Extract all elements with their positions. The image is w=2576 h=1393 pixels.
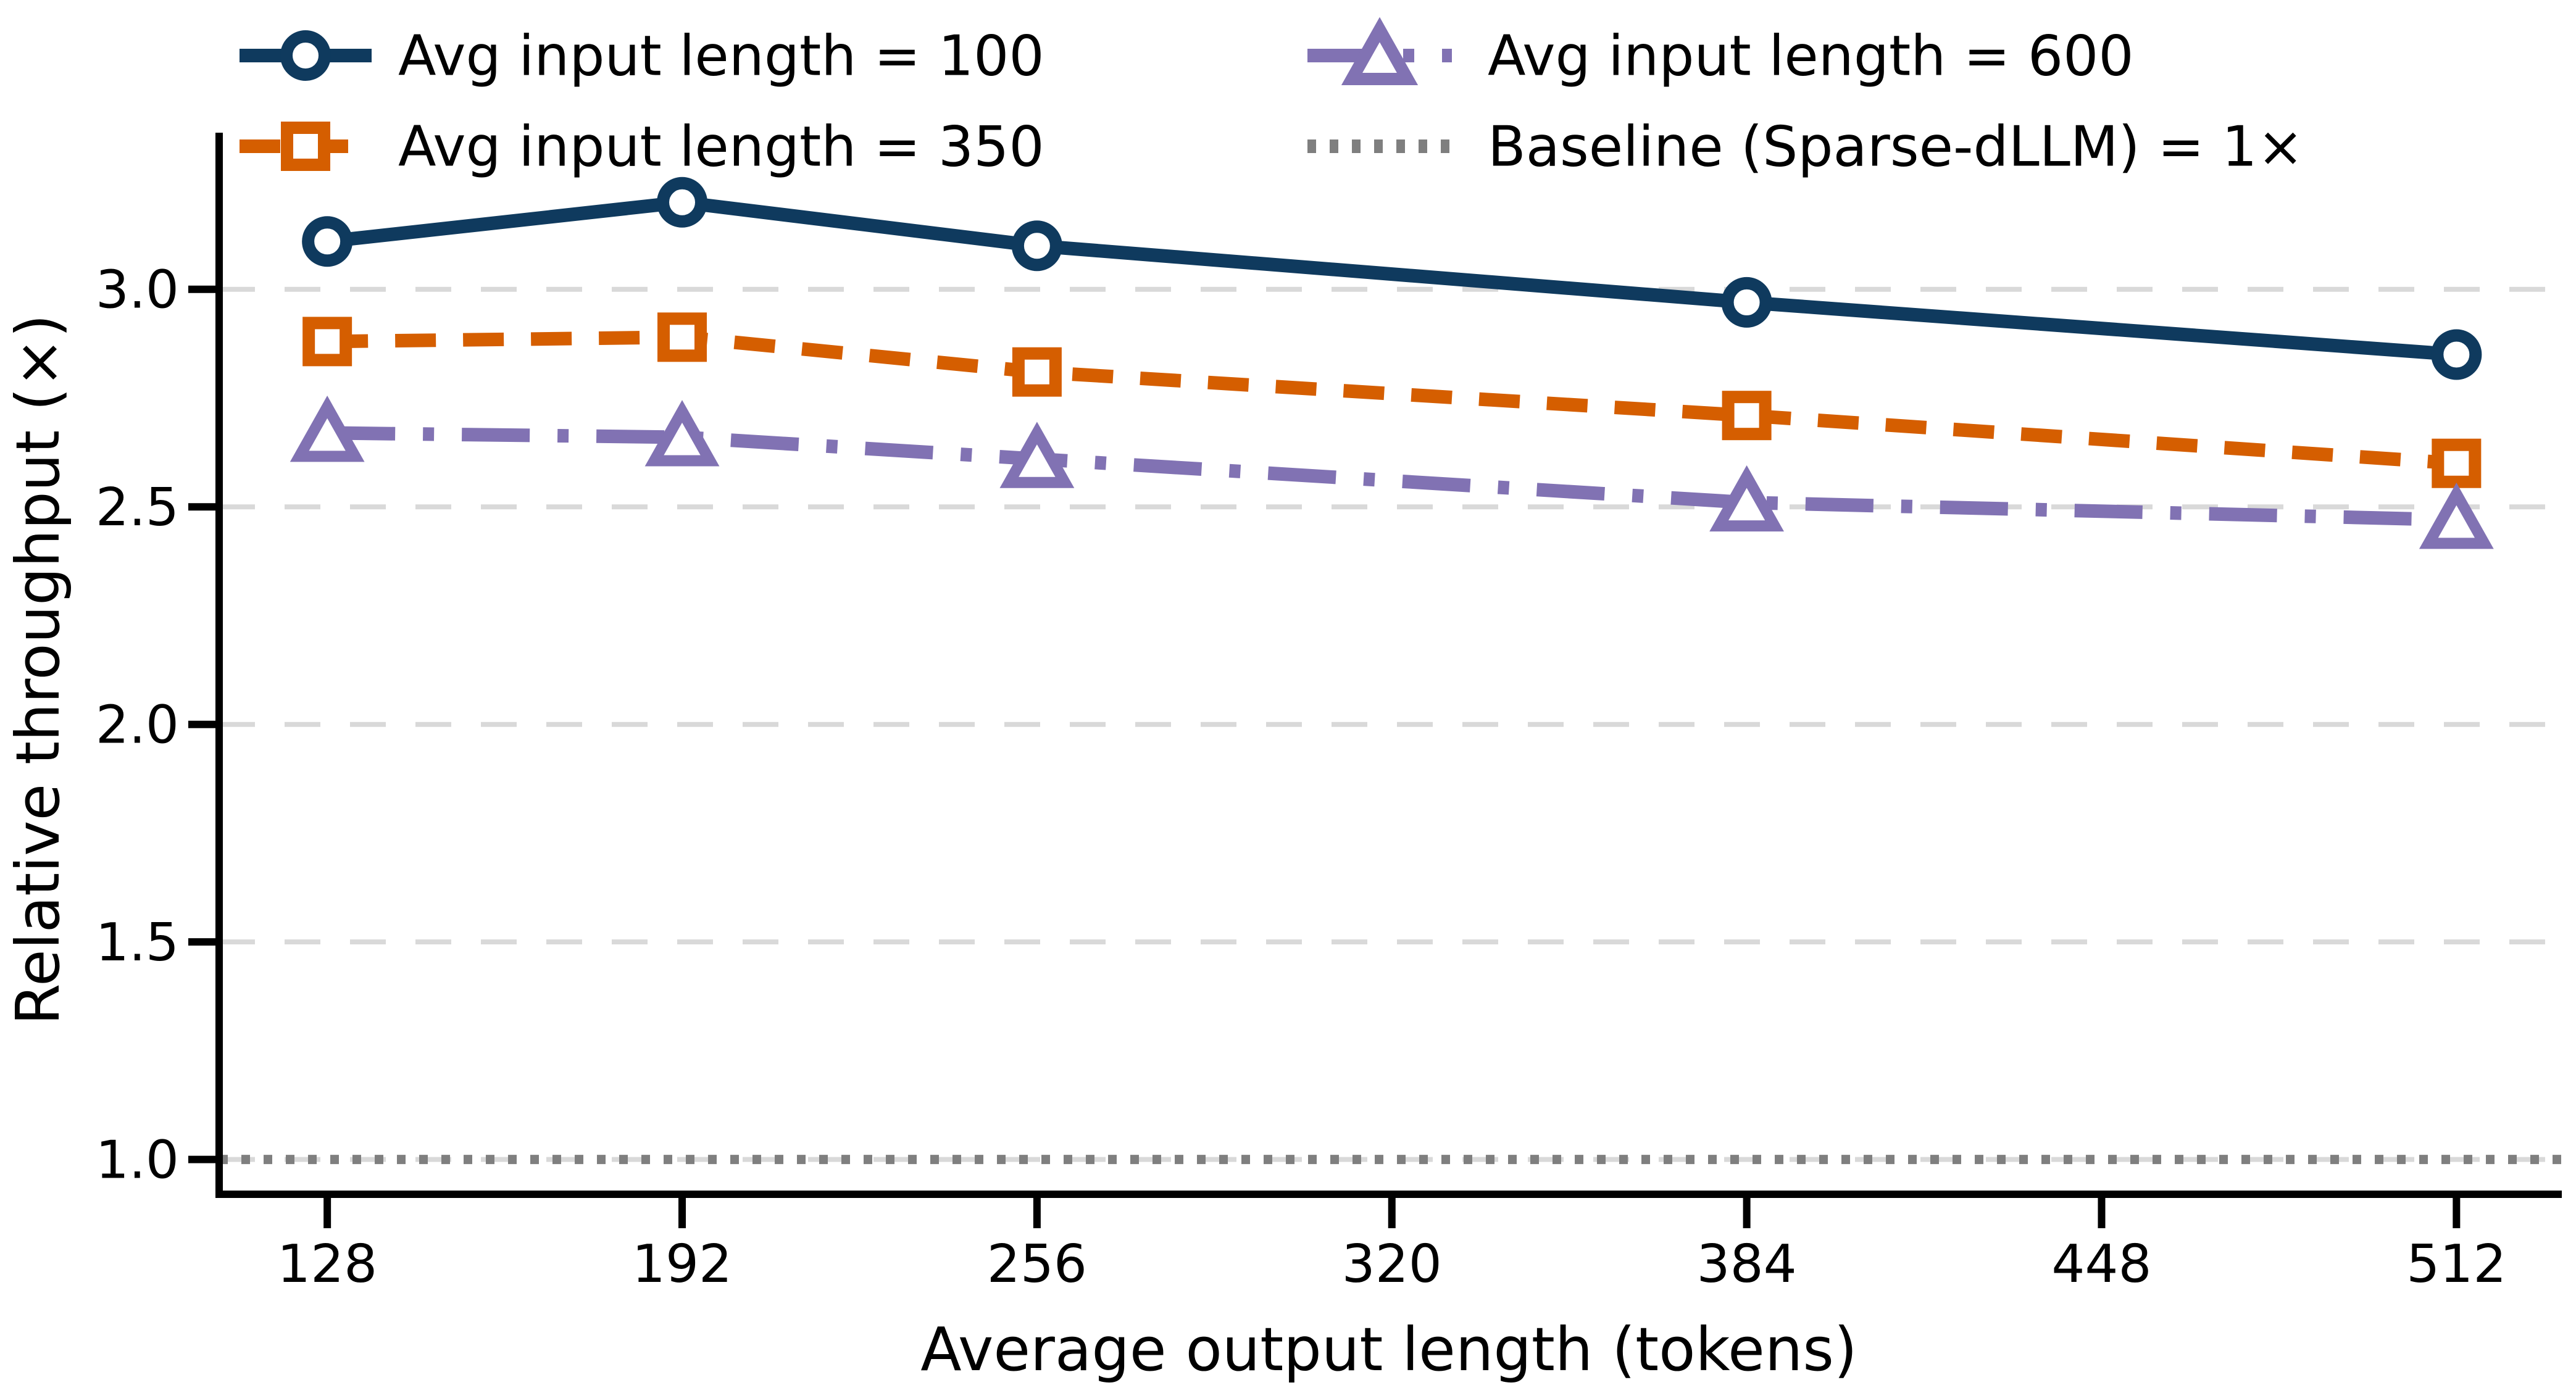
x-tick-label: 384 — [1696, 1234, 1796, 1295]
marker-circle — [657, 177, 708, 228]
legend-label-350: Avg input length = 350 — [398, 115, 1044, 180]
marker-circle — [302, 216, 353, 267]
marker-square — [2432, 438, 2482, 488]
marker-square — [1722, 391, 1772, 441]
legend-square-marker-icon — [281, 122, 330, 171]
marker-triangle — [2419, 483, 2494, 549]
series-line-circle — [326, 195, 2457, 362]
y-tick-label: 3.0 — [96, 260, 179, 321]
plot-area: 1.0 1.5 2.0 2.5 3.0 128 192 256 320 384 448 512 — [96, 133, 2562, 1295]
marker-triangle — [1709, 465, 1784, 532]
marker-circle — [1721, 277, 1772, 328]
marker-square — [302, 317, 352, 367]
legend-triangle-marker-icon — [1341, 17, 1419, 85]
legend-circle-marker-icon — [280, 30, 331, 81]
legend-label-600: Avg input length = 600 — [1488, 24, 2134, 89]
y-axis-label: Relative throughput (×) — [3, 314, 73, 1025]
legend: Avg input length = 100 Avg input length … — [240, 17, 2304, 180]
series-line-square — [327, 330, 2457, 470]
x-tick-label: 192 — [632, 1234, 732, 1295]
x-tick-label: 448 — [2051, 1234, 2151, 1295]
x-axis-label: Average output length (tokens) — [920, 1315, 1857, 1384]
x-tick-label: 128 — [277, 1234, 377, 1295]
marker-triangle — [290, 396, 365, 462]
x-tick-label: 320 — [1342, 1234, 1442, 1295]
legend-label-100: Avg input length = 100 — [398, 24, 1044, 89]
marker-triangle — [644, 400, 720, 467]
x-tick-label: 256 — [987, 1234, 1087, 1295]
marker-triangle — [999, 422, 1075, 488]
y-tick-label: 1.5 — [96, 912, 179, 973]
x-tick-label: 512 — [2406, 1234, 2506, 1295]
y-tick-label: 2.5 — [96, 477, 179, 538]
y-tick-label: 1.0 — [96, 1129, 179, 1191]
marker-square — [1012, 347, 1062, 397]
y-tick-label: 2.0 — [96, 694, 179, 755]
marker-circle — [1011, 220, 1062, 272]
marker-circle — [2431, 329, 2482, 380]
marker-square — [657, 312, 707, 362]
legend-label-baseline: Baseline (Sparse-dLLM) = 1× — [1488, 115, 2304, 180]
